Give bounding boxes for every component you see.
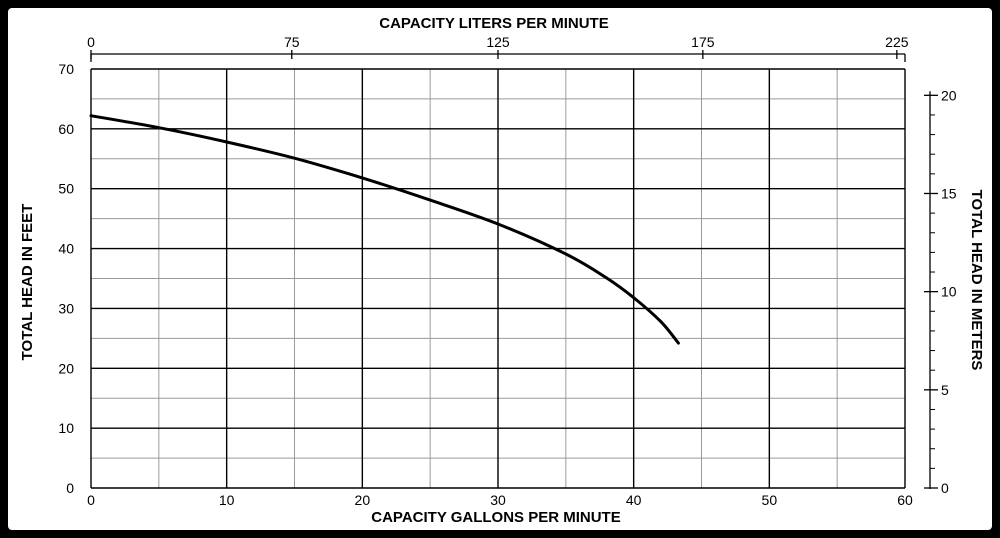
y2-tick-label: 5 xyxy=(941,382,949,398)
y-tick-label: 60 xyxy=(58,121,74,137)
x2-tick-label: 175 xyxy=(691,34,715,50)
y-tick-label: 40 xyxy=(58,241,74,257)
y2-tick-label: 0 xyxy=(941,480,949,496)
y-tick-label: 70 xyxy=(58,61,74,77)
y-tick-label: 30 xyxy=(58,300,74,316)
x-tick-label: 30 xyxy=(490,492,506,508)
x2-tick-label: 225 xyxy=(885,34,909,50)
x-tick-label: 0 xyxy=(87,492,95,508)
y-axis-ticks: 0 10 20 30 40 50 60 70 xyxy=(58,61,74,496)
x-tick-label: 40 xyxy=(626,492,642,508)
y-tick-label: 50 xyxy=(58,181,74,197)
y-tick-label: 20 xyxy=(58,360,74,376)
y2-tick-label: 20 xyxy=(941,87,957,103)
chart-frame: 0 75 125 175 225 0 5 10 15 20 0 10 20 30 40 50 60 0 10 2… xyxy=(8,8,992,530)
x-axis-title: CAPACITY GALLONS PER MINUTE xyxy=(371,509,620,526)
y2-tick-label: 15 xyxy=(941,185,957,201)
y2-tick-label: 10 xyxy=(941,284,957,300)
x2-axis-title: CAPACITY LITERS PER MINUTE xyxy=(379,15,608,32)
right-axis: 0 5 10 15 20 xyxy=(924,87,957,496)
y-axis-title: TOTAL HEAD IN FEET xyxy=(19,204,36,361)
x-tick-label: 10 xyxy=(219,492,235,508)
x-tick-label: 60 xyxy=(897,492,913,508)
y-tick-label: 0 xyxy=(66,480,74,496)
pump-curve-line xyxy=(89,114,680,345)
y2-axis-title: TOTAL HEAD IN METERS xyxy=(968,190,985,371)
x2-tick-label: 75 xyxy=(284,34,300,50)
x-tick-label: 50 xyxy=(762,492,778,508)
grid-major xyxy=(90,68,906,489)
x2-tick-label: 125 xyxy=(486,34,510,50)
x-axis-ticks: 0 10 20 30 40 50 60 xyxy=(87,492,913,508)
x2-tick-label: 0 xyxy=(87,34,95,50)
top-axis: 0 75 125 175 225 xyxy=(87,34,909,62)
series-layer xyxy=(89,114,680,345)
y-tick-label: 10 xyxy=(58,420,74,436)
x-tick-label: 20 xyxy=(355,492,371,508)
pump-performance-chart: 0 75 125 175 225 0 5 10 15 20 0 10 20 30 40 50 60 0 10 2… xyxy=(19,15,985,526)
